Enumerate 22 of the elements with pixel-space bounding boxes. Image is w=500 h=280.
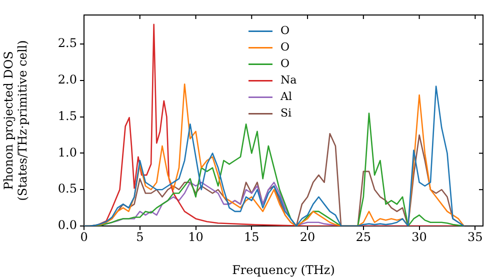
x-tick-label: 25 bbox=[356, 230, 372, 244]
x-tick-label: 0 bbox=[80, 230, 88, 244]
x-tick-label: 15 bbox=[244, 230, 260, 244]
legend-label: Na bbox=[280, 74, 298, 87]
y-axis-title: Phonon projected DOS (States/THz·primitive cell) bbox=[1, 40, 30, 201]
legend-label: Al bbox=[280, 90, 292, 104]
y-tick-label: 0.5 bbox=[58, 182, 77, 196]
legend-label: O bbox=[280, 24, 290, 38]
x-tick-label: 10 bbox=[188, 230, 204, 244]
legend-label: Si bbox=[280, 106, 292, 120]
x-tick-label: 5 bbox=[136, 230, 144, 244]
x-tick-label: 35 bbox=[468, 230, 483, 244]
y-tick-label: 1.5 bbox=[58, 108, 77, 123]
x-axis-title: Frequency (THz) bbox=[232, 262, 335, 277]
y-tick-label: 2.0 bbox=[58, 72, 77, 87]
y-tick-label: 0.0 bbox=[58, 218, 77, 232]
y-tick-label: 1.0 bbox=[58, 145, 77, 160]
x-tick-label: 20 bbox=[300, 230, 316, 244]
y-tick-label: 2.5 bbox=[58, 36, 77, 50]
x-tick-label: 30 bbox=[412, 230, 427, 244]
legend-label: O bbox=[280, 57, 290, 70]
legend-label: O bbox=[280, 40, 290, 54]
